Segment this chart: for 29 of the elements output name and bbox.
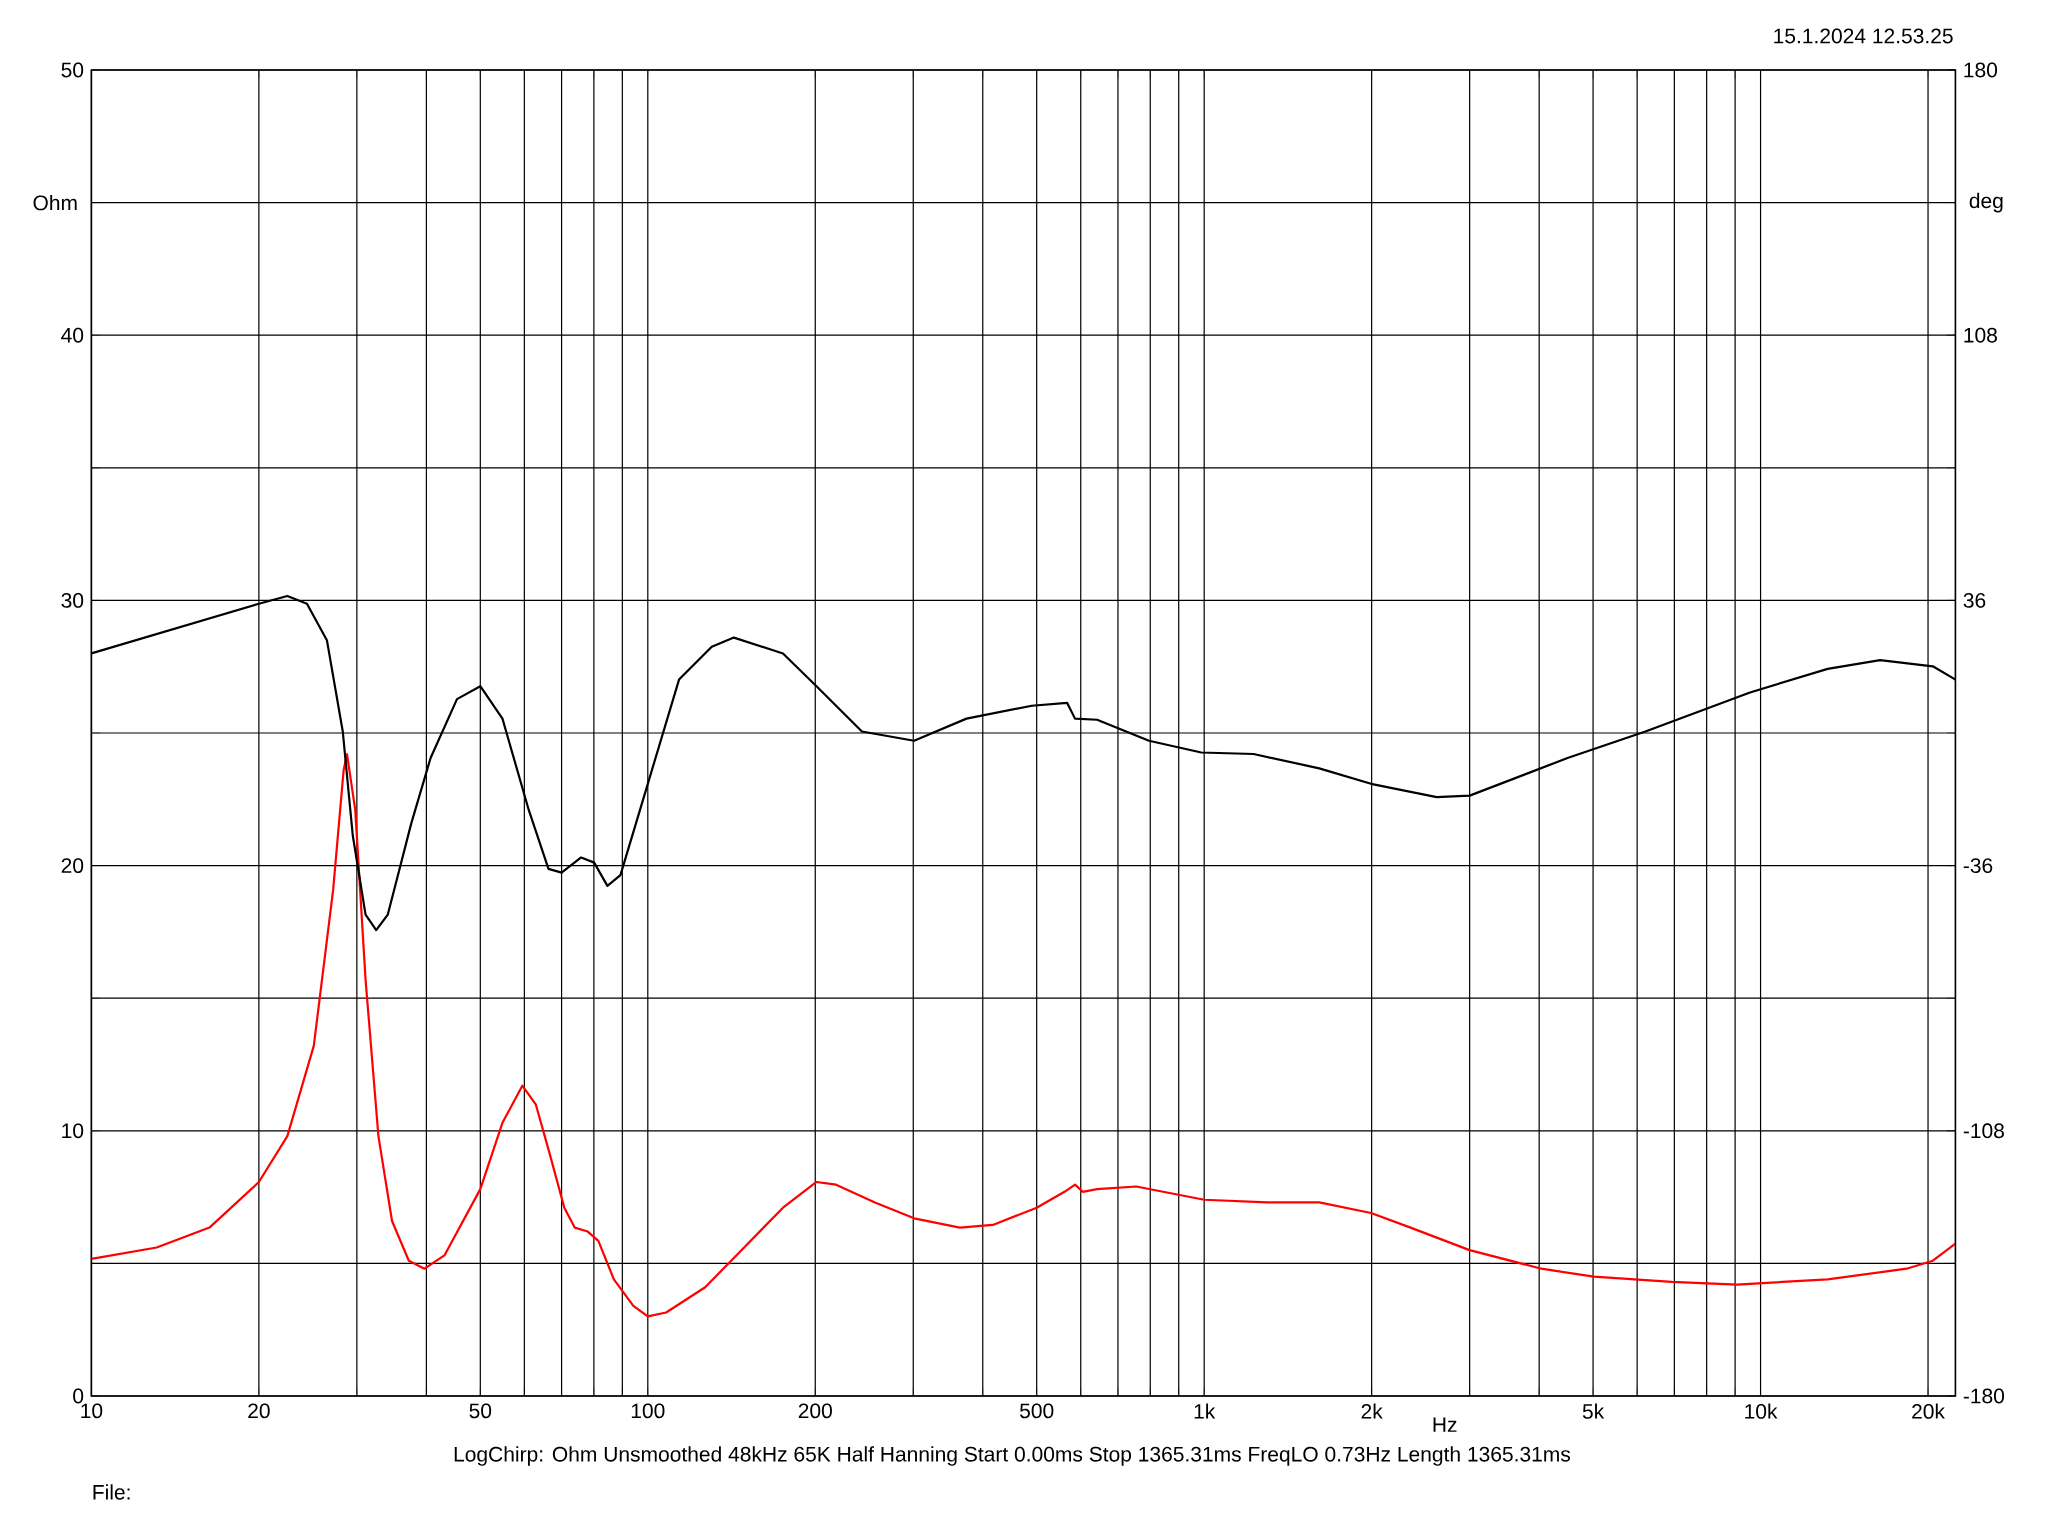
y2-tick-label: 108 [1964, 327, 1997, 343]
x-tick-label: 50 [469, 1403, 492, 1419]
x-tick-label: 10 [81, 1403, 103, 1419]
x-tick-label: 5k [1582, 1403, 1605, 1419]
y2-tick-label: 180 [1964, 62, 1998, 78]
y-tick-label: 10 [62, 1123, 84, 1139]
x-tick-label: 200 [798, 1403, 832, 1419]
y-tick-label: 20 [61, 858, 84, 874]
y2-tick-label: 36 [1963, 592, 1986, 608]
y2-tick-label: -36 [1963, 858, 1993, 874]
x-tick-label: 500 [1020, 1403, 1054, 1419]
text: File: [93, 1484, 130, 1500]
x-tick-label: 1k [1194, 1403, 1216, 1419]
x-tick-label: 10k [1745, 1403, 1778, 1419]
x-axis-title: Hz [1433, 1417, 1457, 1432]
y-tick-label: 50 [61, 62, 84, 78]
x-tick-label: 100 [631, 1403, 665, 1419]
y2-tick-label: -108 [1963, 1123, 2004, 1139]
y2-axis-title: deg [1969, 192, 2003, 213]
x-tick-label: 2k [1361, 1403, 1383, 1419]
x-tick-label: 20 [248, 1403, 270, 1419]
y-tick-label: 0 [73, 1388, 84, 1404]
y2-tick-label: -180 [1963, 1388, 2005, 1404]
y-tick-label: 40 [61, 327, 84, 343]
text: 15.1.2024 12.53.25 [1774, 28, 1953, 44]
y-tick-label: 30 [61, 592, 84, 608]
text: LogChirp: Ohm Unsmoothed 48kHz 65K Half Hanning Start 0.00ms Stop 1365.31ms FreqLO 0.73Hz Length 1365.31ms [454, 1446, 1571, 1466]
x-tick-label: 20k [1912, 1403, 1945, 1419]
y-axis-title: Ohm [33, 194, 77, 211]
